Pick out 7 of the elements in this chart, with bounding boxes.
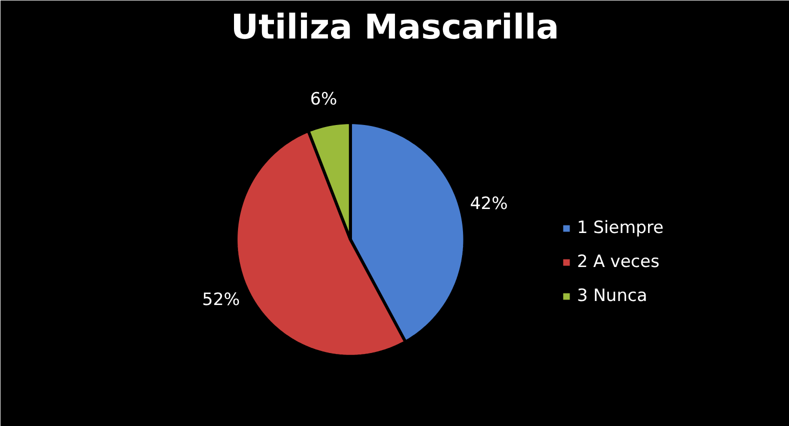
legend-label: 3 Nunca	[577, 286, 648, 306]
legend-label: 2 A veces	[577, 252, 660, 272]
data-label: 52%	[202, 290, 240, 310]
chart-title: Utiliza Mascarilla	[230, 8, 560, 48]
data-label: 42%	[470, 194, 508, 214]
legend-label: 1 Siempre	[577, 218, 664, 238]
data-label: 6%	[310, 89, 338, 110]
